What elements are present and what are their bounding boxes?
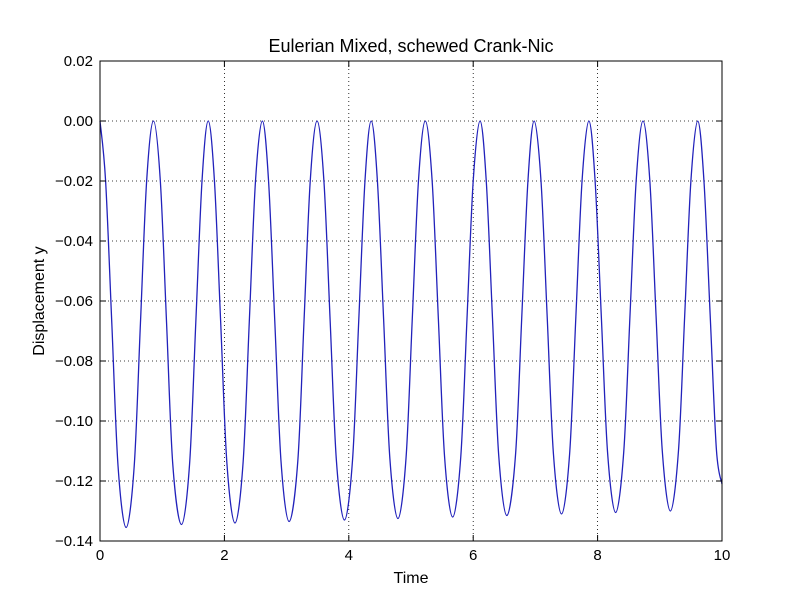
chart-title: Eulerian Mixed, schewed Crank-Nic (268, 36, 553, 56)
tick-marks (99, 60, 723, 542)
y-tick-label: −0.06 (55, 293, 93, 310)
y-axis-title: Displacement y (31, 246, 48, 355)
x-tick-labels: 0 2 4 6 8 10 (96, 547, 731, 564)
x-tick-label: 10 (714, 547, 731, 564)
plot-area (100, 61, 722, 541)
y-tick-label: −0.12 (55, 473, 93, 490)
y-tick-labels: 0.02 0.00 −0.02 −0.04 −0.06 −0.08 −0.10 −0.12 −0… (55, 53, 93, 550)
series-line (99, 120, 723, 529)
y-tick-label: −0.14 (55, 533, 93, 550)
series-group (99, 120, 723, 529)
y-tick-label: 0.02 (64, 53, 93, 70)
x-tick-label: 4 (345, 547, 353, 564)
y-tick-label: −0.04 (55, 233, 93, 250)
y-tick-label: −0.08 (55, 353, 93, 370)
x-axis-title: Time (394, 570, 429, 587)
x-tick-label: 0 (96, 547, 104, 564)
y-tick-label: 0.00 (64, 113, 93, 130)
y-tick-label: −0.02 (55, 173, 93, 190)
x-tick-label: 8 (593, 547, 601, 564)
y-tick-label: −0.10 (55, 413, 93, 430)
grid-lines (100, 61, 722, 541)
x-tick-label: 6 (469, 547, 477, 564)
x-tick-label: 2 (220, 547, 228, 564)
